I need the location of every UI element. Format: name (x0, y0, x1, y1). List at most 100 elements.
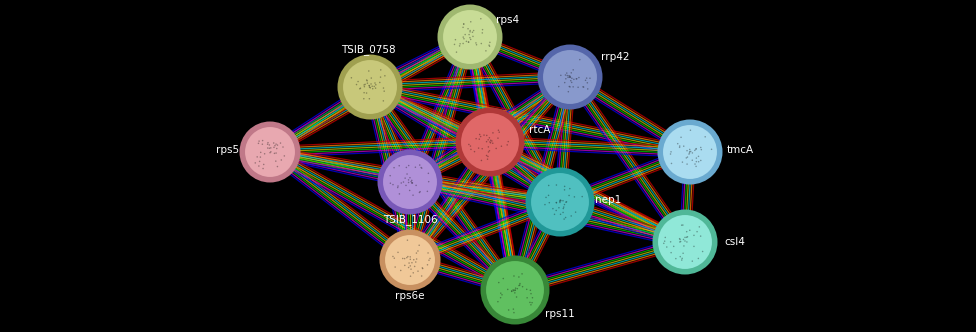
Point (395, 256, 411, 261)
Point (352, 86, 368, 91)
Point (359, 81, 375, 86)
Point (373, 74, 388, 80)
Point (562, 74, 578, 80)
Point (679, 234, 695, 239)
Point (463, 19, 478, 25)
Point (395, 179, 411, 185)
Point (409, 250, 425, 256)
Point (263, 150, 278, 155)
Point (549, 182, 564, 188)
Point (688, 164, 704, 169)
Point (448, 37, 464, 42)
Point (541, 183, 556, 188)
Point (562, 74, 578, 80)
Point (670, 141, 685, 146)
Point (493, 290, 508, 296)
Point (472, 134, 488, 139)
Point (673, 135, 689, 140)
Point (567, 194, 583, 200)
Point (408, 183, 424, 188)
Text: nep1: nep1 (595, 195, 621, 205)
Point (400, 254, 416, 259)
Point (452, 41, 468, 46)
Point (523, 291, 539, 296)
Point (552, 200, 568, 205)
Point (466, 34, 481, 39)
Point (415, 266, 430, 271)
Point (420, 262, 435, 268)
Point (359, 78, 375, 83)
Point (569, 76, 585, 81)
Point (684, 150, 700, 156)
Text: tmcA: tmcA (726, 145, 753, 155)
Point (561, 84, 577, 89)
Point (683, 149, 699, 154)
Point (547, 212, 562, 217)
Circle shape (338, 54, 402, 120)
Point (463, 37, 478, 42)
Point (492, 129, 508, 135)
Point (256, 162, 271, 167)
Point (401, 180, 417, 185)
Point (262, 146, 277, 151)
Point (359, 77, 375, 83)
Point (672, 254, 688, 259)
Point (480, 154, 496, 159)
Circle shape (378, 149, 442, 214)
Point (485, 130, 501, 135)
Point (403, 267, 419, 272)
Point (679, 235, 695, 240)
Point (248, 160, 264, 166)
Point (344, 75, 359, 80)
Point (491, 127, 507, 133)
Point (556, 202, 572, 207)
Point (456, 41, 471, 46)
Point (672, 239, 688, 244)
Point (494, 292, 509, 297)
Point (458, 32, 473, 37)
Point (571, 75, 587, 80)
Point (356, 82, 372, 88)
Point (560, 89, 576, 94)
Point (464, 147, 479, 152)
Point (468, 42, 484, 47)
Point (462, 32, 477, 37)
Point (537, 202, 552, 207)
Point (558, 215, 574, 220)
Point (401, 177, 417, 183)
Point (386, 256, 402, 261)
Point (564, 76, 580, 81)
Point (687, 161, 703, 167)
Point (401, 265, 417, 270)
Point (552, 198, 568, 204)
Point (483, 137, 499, 143)
Point (549, 200, 564, 205)
Point (402, 188, 418, 193)
Point (402, 257, 418, 262)
Point (565, 67, 581, 72)
Point (402, 263, 418, 269)
Point (523, 302, 539, 307)
Point (664, 149, 679, 154)
Point (550, 84, 566, 89)
Point (679, 148, 695, 153)
Point (482, 43, 498, 49)
Point (447, 42, 463, 47)
Point (386, 165, 402, 170)
Point (265, 140, 281, 146)
Point (411, 243, 427, 248)
Point (553, 73, 569, 78)
Point (383, 181, 398, 186)
Point (663, 239, 678, 244)
Point (473, 41, 489, 46)
Point (414, 273, 429, 279)
Point (468, 40, 484, 45)
Point (558, 199, 574, 205)
Point (250, 154, 265, 160)
Point (269, 146, 285, 151)
Point (251, 138, 266, 144)
Point (551, 205, 567, 210)
Point (402, 175, 418, 180)
Point (677, 235, 693, 240)
Point (558, 76, 574, 81)
